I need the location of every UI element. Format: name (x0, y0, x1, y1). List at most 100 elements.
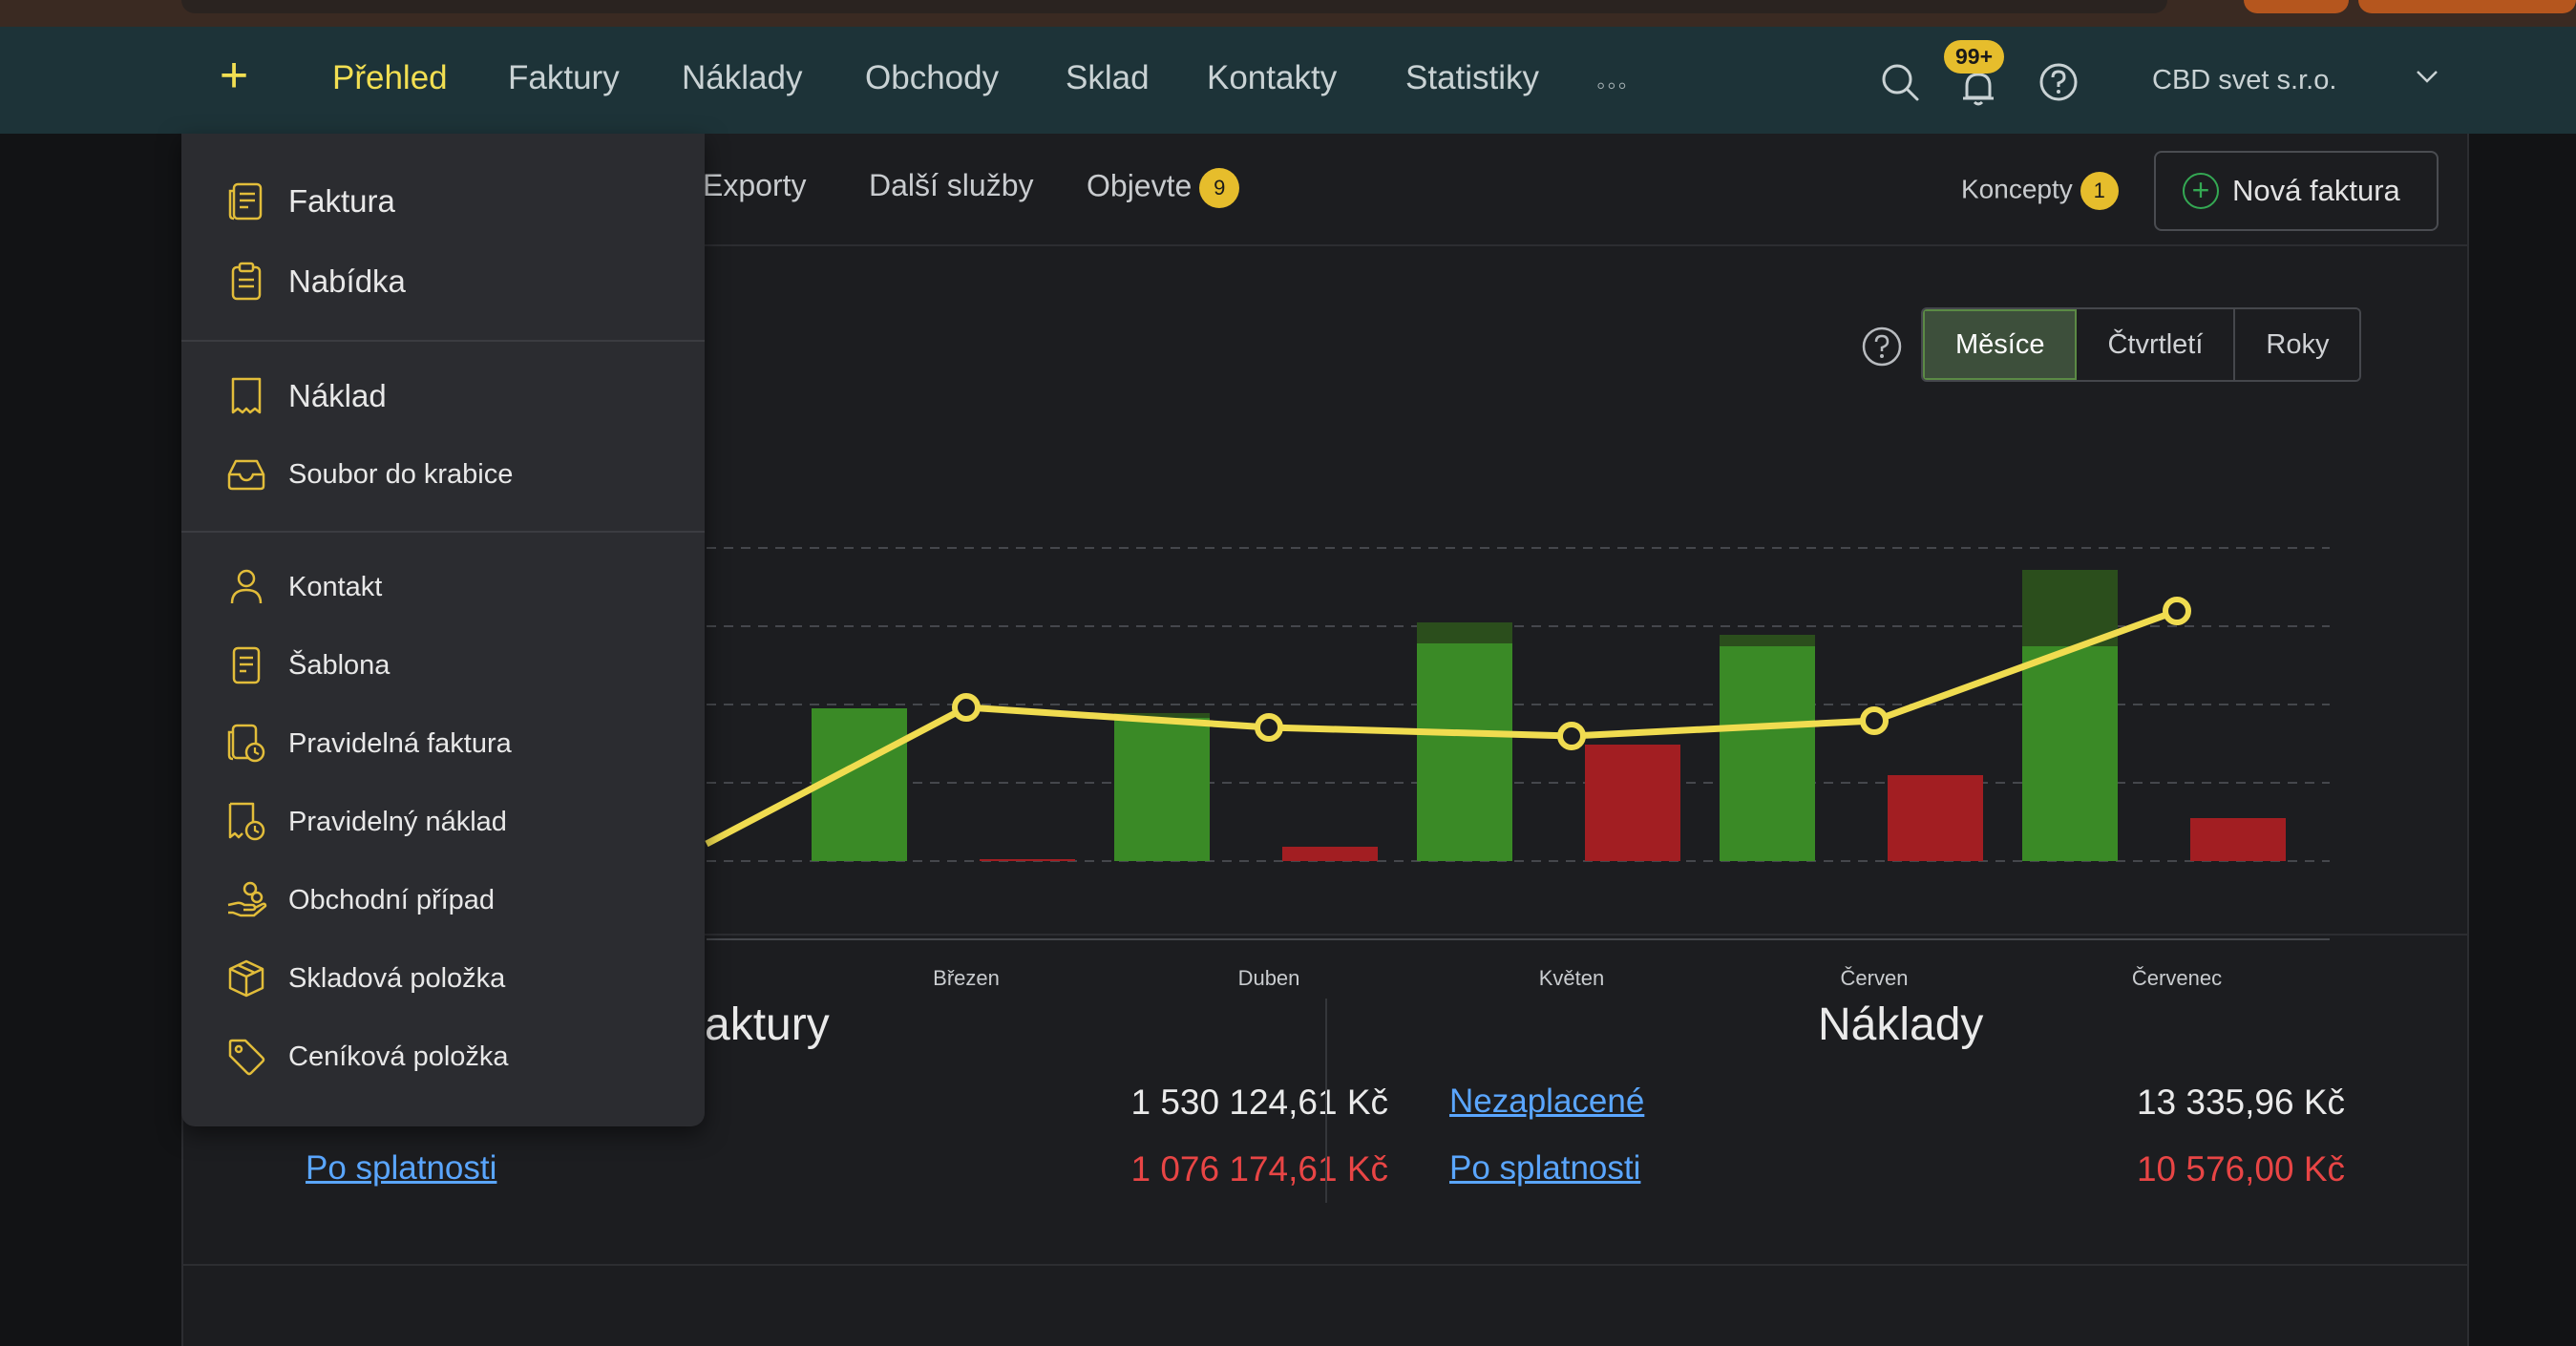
nav-item-faktury[interactable]: Faktury (508, 59, 620, 96)
receipt-icon (225, 375, 267, 417)
template-icon (225, 644, 267, 686)
create-dropdown-menu: Faktura Nabídka Náklad Soubor do krabice… (181, 134, 705, 1126)
nav-item-kontakty[interactable]: Kontakty (1207, 59, 1338, 96)
bar-income (1417, 643, 1512, 861)
menu-item-nabidka[interactable]: Nabídka (181, 246, 705, 317)
x-tick-label: Květen (1539, 966, 1605, 990)
menu-item-faktura[interactable]: Faktura (181, 166, 705, 237)
menu-divider (181, 340, 705, 342)
faktury-unpaid-value: 1 530 124,61 Kč (1130, 1083, 1389, 1122)
subnav-objevte[interactable]: Objevte 9 (1087, 168, 1240, 208)
overview-chart: Březen Duben Květen Červen Červenec (705, 547, 2330, 990)
top-navigation: + Přehled Faktury Náklady Obchody Sklad … (0, 27, 2576, 134)
period-option-mesice[interactable]: Měsíce (1923, 309, 2078, 380)
x-tick-label: Duben (1238, 966, 1300, 990)
create-plus-button[interactable]: + (219, 48, 249, 103)
koncepty-link[interactable]: Koncepty 1 (1961, 172, 2119, 210)
menu-item-pravidelna-faktura[interactable]: Pravidelná faktura (181, 708, 705, 779)
new-invoice-button[interactable]: + Nová faktura (2154, 151, 2439, 231)
x-tick-label: Červen (1841, 966, 1909, 990)
menu-item-label: Pravidelný náklad (288, 806, 507, 837)
koncepty-label: Koncepty (1961, 174, 2073, 204)
menu-item-label: Ceníková položka (288, 1041, 509, 1072)
menu-item-label: Soubor do krabice (288, 458, 514, 490)
x-tick-label: Březen (933, 966, 1000, 990)
period-option-roky[interactable]: Roky (2235, 309, 2360, 380)
menu-item-pravidelny-naklad[interactable]: Pravidelný náklad (181, 787, 705, 857)
nav-item-prehled[interactable]: Přehled (332, 59, 448, 96)
tag-icon (225, 1036, 267, 1078)
bar-expense (1282, 847, 1378, 861)
naklady-unpaid-link[interactable]: Nezaplacené (1449, 1083, 1645, 1120)
browser-tab-pill[interactable] (2358, 0, 2576, 13)
person-icon (225, 566, 267, 608)
plus-circle-icon: + (2183, 173, 2219, 209)
faktury-summary-title: aktury (705, 999, 830, 1050)
x-tick-label: Červenec (2132, 966, 2222, 990)
search-icon[interactable] (1879, 61, 1921, 103)
line-point (1860, 706, 1889, 735)
menu-item-cenikova-polozka[interactable]: Ceníková položka (181, 1021, 705, 1092)
chevron-down-icon[interactable] (2416, 69, 2439, 84)
bar-income-extra (1417, 622, 1512, 643)
menu-item-label: Faktura (288, 183, 395, 219)
naklady-overdue-value: 10 576,00 Kč (2136, 1149, 2345, 1188)
subnav-objevte-label: Objevte (1087, 168, 1193, 203)
faktury-overdue-link[interactable]: Po splatnosti (306, 1149, 497, 1187)
menu-item-skladova-polozka[interactable]: Skladová položka (181, 943, 705, 1014)
recurring-invoice-icon (225, 723, 267, 765)
browser-chrome-strip (0, 0, 2576, 27)
box-icon (225, 957, 267, 999)
recurring-expense-icon (225, 801, 267, 843)
chart-help-icon[interactable] (1860, 325, 1904, 368)
bar-income (1720, 646, 1815, 861)
bell-icon[interactable] (1957, 67, 1999, 109)
line-point (1557, 722, 1586, 750)
more-nav-button[interactable]: ◦◦◦ (1596, 71, 1629, 99)
browser-address-bar[interactable] (181, 0, 2167, 13)
summary-divider (1325, 999, 1327, 1203)
nav-item-obchody[interactable]: Obchody (865, 59, 1000, 96)
bar-income-extra (1720, 635, 1815, 646)
menu-item-label: Náklad (288, 378, 387, 413)
nav-item-sklad[interactable]: Sklad (1066, 59, 1150, 96)
koncepty-badge: 1 (2080, 172, 2119, 210)
bar-income-extra (2022, 570, 2118, 646)
bar-expense (1585, 745, 1680, 861)
company-switcher[interactable]: CBD svet s.r.o. (2152, 65, 2337, 95)
bar-income (2022, 646, 2118, 861)
subnav-dalsi-sluzby[interactable]: Další služby (869, 168, 1034, 202)
period-toggle: Měsíce Čtvrtletí Roky (1921, 307, 2362, 382)
browser-tab-pill[interactable] (2244, 0, 2349, 13)
bar-expense (1888, 775, 1983, 861)
divider (183, 934, 2467, 936)
menu-item-obchodni-pripad[interactable]: Obchodní případ (181, 865, 705, 936)
bar-expense (980, 859, 1075, 861)
menu-item-label: Skladová položka (288, 962, 506, 994)
bar-income-extra (1114, 713, 1210, 718)
menu-item-naklad[interactable]: Náklad (181, 361, 705, 431)
line-point (952, 693, 981, 722)
new-invoice-label: Nová faktura (2232, 174, 2400, 207)
notifications-badge: 99+ (1944, 40, 2005, 74)
menu-item-sablona[interactable]: Šablona (181, 630, 705, 701)
objevte-badge: 9 (1199, 168, 1240, 208)
menu-item-label: Pravidelná faktura (288, 727, 512, 759)
inbox-icon (225, 453, 267, 495)
clipboard-icon (225, 261, 267, 303)
naklady-overdue-link[interactable]: Po splatnosti (1449, 1149, 1641, 1187)
help-icon[interactable] (2038, 61, 2080, 103)
menu-item-kontakt[interactable]: Kontakt (181, 552, 705, 622)
menu-item-soubor-do-krabice[interactable]: Soubor do krabice (181, 439, 705, 510)
menu-item-label: Šablona (288, 649, 391, 681)
nav-item-naklady[interactable]: Náklady (682, 59, 803, 96)
naklady-unpaid-value: 13 335,96 Kč (2136, 1083, 2345, 1122)
naklady-summary-title: Náklady (1818, 999, 1984, 1050)
period-option-ctvrtleti[interactable]: Čtvrtletí (2077, 309, 2236, 380)
subnav-exporty[interactable]: Exporty (703, 168, 807, 202)
sub-navigation: Exporty Další služby Objevte 9 Koncepty 1 … (183, 134, 2467, 246)
divider (183, 1264, 2467, 1266)
menu-item-label: Nabídka (288, 263, 406, 299)
bar-income (1114, 718, 1210, 861)
nav-item-statistiky[interactable]: Statistiky (1405, 59, 1540, 96)
